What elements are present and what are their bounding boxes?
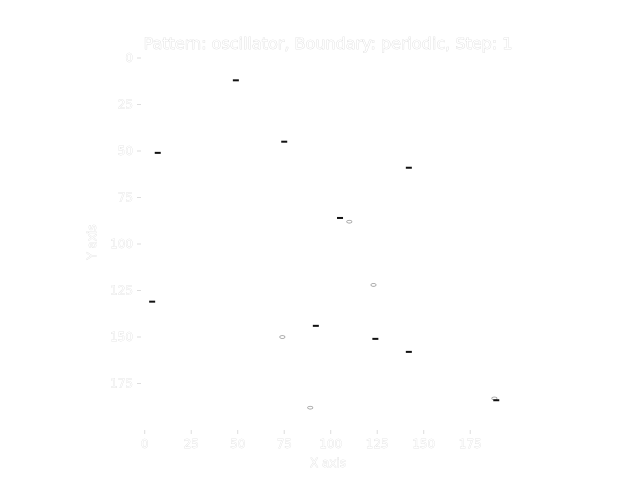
data-point [346,219,353,224]
chart-title: Pattern: oscillator, Boundary: periodic,… [144,34,513,53]
data-point [370,283,377,287]
data-point [372,337,379,340]
data-point [312,324,319,327]
x-axis: 0 25 50 75 100 125 150 175 [141,430,482,451]
data-point [405,166,412,169]
data-point [405,350,412,353]
y-tick-label: 50 [118,144,133,158]
x-tick-label: 50 [230,437,245,451]
x-tick-label: 100 [319,437,342,451]
y-tick-label: 25 [118,98,133,112]
data-points [149,79,500,410]
data-point [281,140,288,143]
data-point [493,399,500,402]
data-point [279,335,286,339]
data-point [307,405,314,410]
x-tick-label: 175 [459,437,482,451]
data-point [154,151,161,154]
y-tick-label: 100 [110,237,133,251]
y-tick-label: 150 [110,330,133,344]
x-tick-label: 125 [366,437,389,451]
data-point [337,216,344,219]
x-tick-label: 75 [277,437,292,451]
y-axis: 0 25 50 75 100 125 150 175 [110,51,141,391]
data-point [149,300,156,303]
y-tick-label: 0 [125,51,133,65]
y-tick-label: 175 [110,377,133,391]
y-tick-label: 125 [110,284,133,298]
x-axis-label: X axis [310,456,346,470]
data-point [232,79,239,82]
x-tick-label: 150 [412,437,435,451]
x-tick-label: 0 [141,437,149,451]
y-tick-label: 75 [118,191,133,205]
x-tick-label: 25 [184,437,199,451]
y-axis-label: Y axis [85,224,99,260]
